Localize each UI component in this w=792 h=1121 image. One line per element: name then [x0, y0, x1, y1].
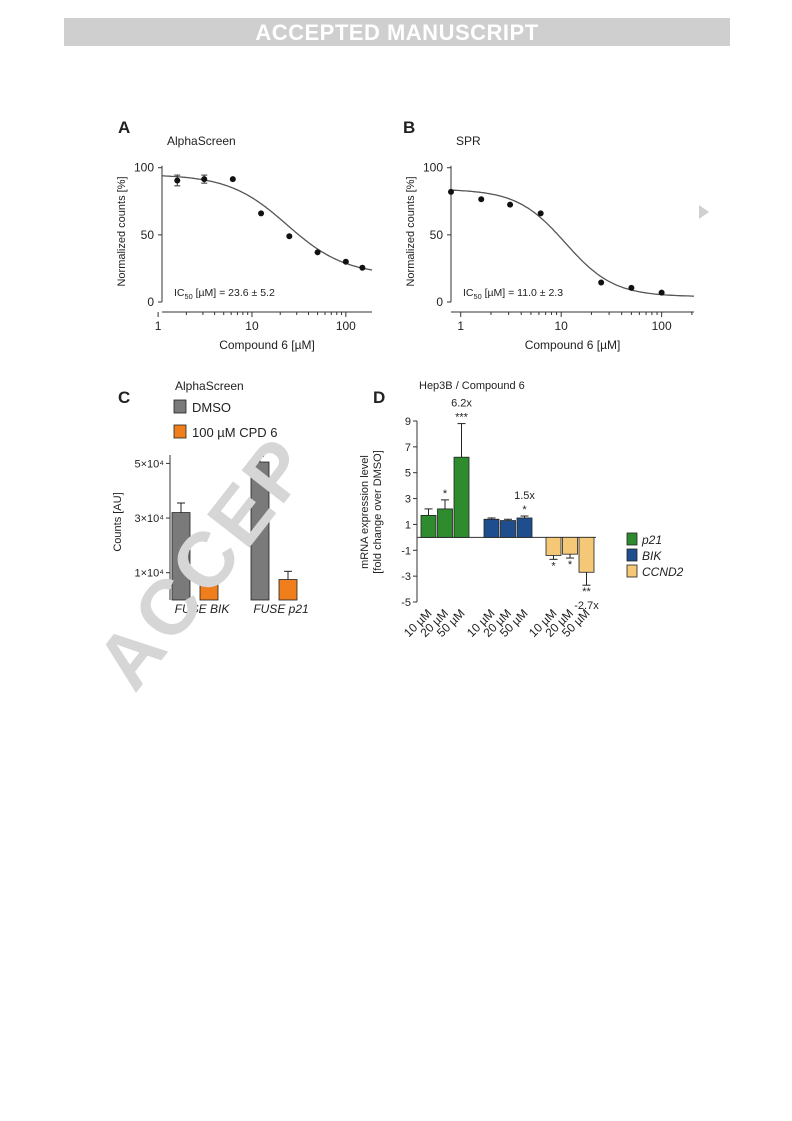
data-point: [507, 201, 514, 208]
chart-title: SPR: [456, 134, 481, 148]
y-tick-label: 50: [141, 228, 155, 242]
panel-letter-b: B: [403, 118, 415, 137]
y-tick-label: 3×10⁴: [134, 513, 164, 525]
ic50-annotation: IC50 [µM] = 23.6 ± 5.2: [174, 287, 275, 301]
significance-mark: *: [522, 504, 527, 516]
x-tick-label: 10: [555, 319, 569, 333]
data-point: [286, 233, 293, 240]
chart-title: Hep3B / Compound 6: [419, 380, 525, 392]
y-tick-label: 0: [147, 295, 154, 309]
y-axis-label: Normalized counts [%]: [405, 176, 417, 286]
significance-mark: *: [443, 488, 448, 500]
bar: [420, 514, 437, 538]
chart-title: AlphaScreen: [175, 379, 244, 393]
bar: [483, 518, 500, 538]
legend-label: CCND2: [642, 565, 684, 579]
y-tick-label: 5×10⁴: [134, 458, 164, 470]
legend-swatch: [626, 532, 638, 546]
legend-swatch: [626, 548, 638, 562]
bar: [437, 508, 453, 538]
legend-label: 100 µM CPD 6: [192, 425, 278, 440]
significance-mark: ***: [455, 412, 469, 424]
y-tick-label: 100: [134, 161, 154, 175]
panel-letter-a: A: [118, 118, 130, 137]
chart-d: Hep3B / Compound 6 -5 -3 -1 1 3 5 7 9 mRNA expres…: [359, 380, 684, 640]
manuscript-banner: ACCEPTED MANUSCRIPT: [64, 18, 730, 46]
legend-swatch: [173, 399, 187, 414]
significance-mark: *: [551, 560, 556, 572]
x-axis-label: Compound 6 [µM]: [219, 338, 315, 352]
data-point: [478, 196, 485, 203]
category-label: FUSE p21: [253, 602, 308, 616]
data-point: [342, 258, 349, 265]
data-point: [229, 176, 236, 183]
y-tick-label: 7: [405, 442, 411, 454]
y-tick-label: -5: [401, 597, 411, 609]
x-tick-label: 100: [336, 319, 356, 333]
x-tick-label: 1: [155, 319, 162, 333]
y-tick-label: -3: [401, 571, 411, 583]
x-tick-label: 100: [652, 319, 672, 333]
significance-mark: *: [568, 559, 573, 571]
category-label: FUSE BIK: [175, 602, 231, 616]
chart-a: AlphaScreen 0 50 100 1 10 100 Compound 6 [µM] No…: [116, 134, 373, 352]
y-tick-label: 50: [430, 228, 444, 242]
legend-label: p21: [641, 533, 662, 547]
fold-change-note: 1.5x: [514, 490, 535, 502]
y-tick-label: 1: [405, 519, 411, 531]
bar: [545, 536, 562, 556]
bar: [578, 536, 595, 573]
bar: [516, 517, 533, 538]
fit-curve: [161, 175, 373, 271]
chart-title: AlphaScreen: [167, 134, 236, 148]
data-point: [258, 210, 265, 217]
data-point: [598, 279, 605, 286]
fold-change-note: 6.2x: [451, 398, 472, 410]
data-point: [628, 284, 635, 291]
y-tick-label: 100: [423, 161, 443, 175]
y-tick-label: 9: [405, 416, 411, 428]
y-tick-label: -1: [401, 545, 411, 557]
data-point: [537, 210, 544, 217]
bar: [453, 456, 470, 538]
y-axis-label: Normalized counts [%]: [116, 176, 128, 286]
bar: [562, 536, 578, 555]
data-point: [314, 249, 321, 256]
bar: [278, 579, 298, 601]
legend-swatch: [626, 564, 638, 578]
y-tick-label: 0: [436, 295, 443, 309]
panel-letter-d: D: [373, 388, 385, 407]
data-point: [201, 176, 208, 183]
data-point: [174, 177, 181, 184]
banner-text: ACCEPTED MANUSCRIPT: [255, 20, 539, 45]
legend-label: BIK: [642, 549, 662, 563]
x-tick-label: 1: [457, 319, 464, 333]
fold-change-note: -2.7x: [574, 600, 599, 612]
fit-curve: [451, 189, 694, 297]
y-tick-label: 1×10⁴: [134, 568, 164, 580]
y-tick-label: 3: [405, 494, 411, 506]
y-axis-label: mRNA expression level[fold change over D…: [359, 450, 384, 574]
legend-swatch: [173, 424, 187, 439]
bar: [500, 520, 516, 538]
y-tick-label: 5: [405, 468, 411, 480]
data-point: [359, 264, 366, 271]
chart-b: SPR 0 50 100 1 10 100 Compound 6 [µM] Normalized…: [405, 134, 694, 352]
significance-mark: **: [582, 586, 591, 598]
side-arrow-icon: [699, 205, 709, 219]
x-tick-label: 10: [245, 319, 259, 333]
panel-letter-c: C: [118, 388, 130, 407]
x-axis-label: Compound 6 [µM]: [525, 338, 621, 352]
legend-label: DMSO: [192, 400, 231, 415]
ic50-annotation: IC50 [µM] = 11.0 ± 2.3: [463, 287, 563, 301]
data-point: [448, 188, 454, 195]
data-point: [658, 289, 665, 296]
y-axis-label: Counts [AU]: [112, 492, 124, 551]
chart-c: AlphaScreen DMSO 100 µM CPD 6 1×10⁴ 3×10⁴ 5×1…: [112, 379, 309, 616]
